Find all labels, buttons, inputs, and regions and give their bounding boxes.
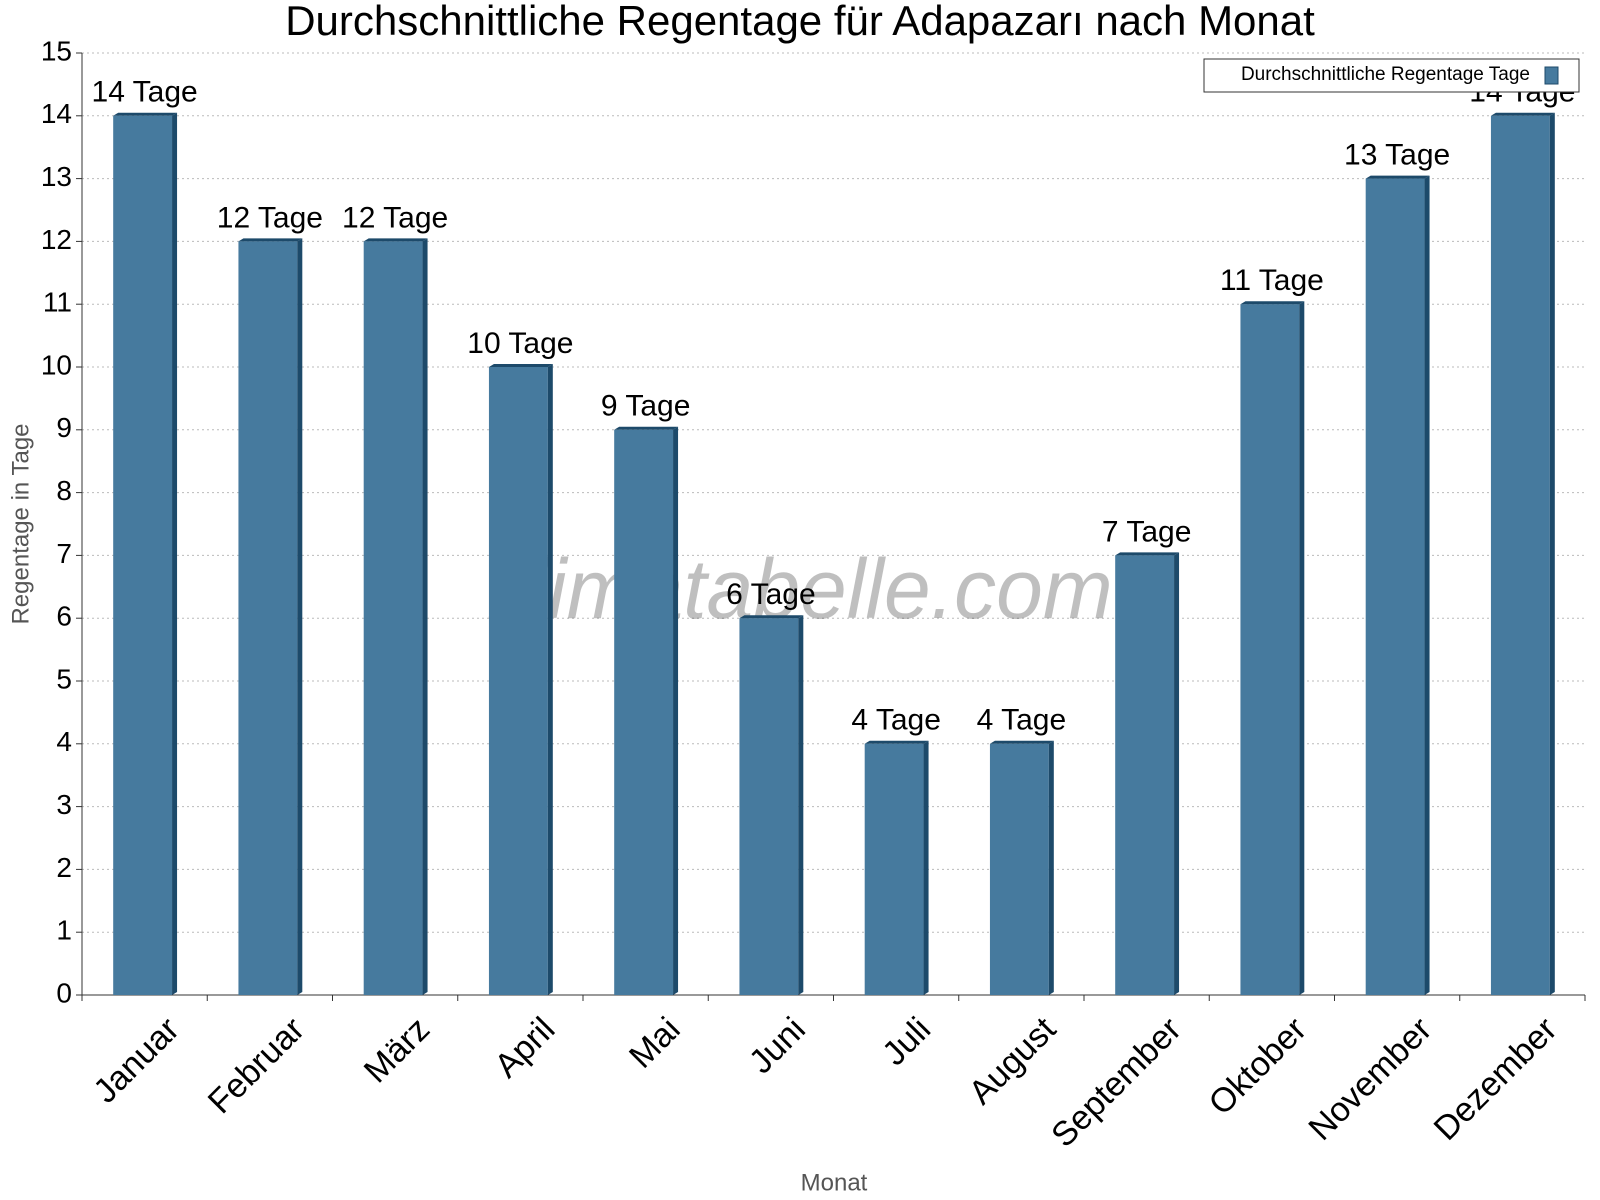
x-tick-label: Dezember — [1427, 1010, 1565, 1148]
bar-top — [864, 740, 929, 744]
value-label: 12 Tage — [217, 201, 323, 234]
bar — [1240, 304, 1300, 995]
legend-box — [1203, 58, 1580, 93]
y-tick-label: 0 — [56, 977, 72, 1008]
bar-top — [614, 426, 679, 430]
bar-side — [1174, 552, 1180, 995]
bar-top — [363, 238, 428, 242]
x-tick-label: Oktober — [1201, 1010, 1313, 1122]
chart-title: Durchschnittliche Regentage für Adapazar… — [285, 0, 1315, 44]
bar-top — [739, 615, 804, 619]
y-tick-label: 3 — [56, 789, 72, 820]
x-tick-label: September — [1044, 1010, 1188, 1154]
bar — [488, 367, 548, 995]
x-tick-label: Januar — [86, 1010, 186, 1110]
legend-label: Durchschnittliche Regentage Tage — [1241, 64, 1530, 85]
y-tick-label: 6 — [56, 601, 72, 632]
bar-top — [113, 112, 178, 116]
y-tick-label: 11 — [43, 287, 72, 318]
y-axis-title: Regentage in Tage — [7, 423, 34, 624]
bar-top — [1240, 301, 1305, 305]
y-tick-label: 10 — [41, 349, 72, 380]
bar-top — [1365, 175, 1430, 179]
y-tick-label: 1 — [56, 915, 72, 946]
bar-side — [673, 426, 679, 995]
value-label: 4 Tage — [851, 704, 941, 737]
y-tick-label: 7 — [56, 538, 72, 569]
value-label: 12 Tage — [342, 201, 448, 234]
bar — [1490, 115, 1550, 996]
bar-top — [1115, 552, 1180, 556]
y-tick-label: 14 — [41, 98, 72, 129]
value-label: 4 Tage — [977, 704, 1067, 737]
value-label: 7 Tage — [1102, 515, 1192, 548]
legend: Durchschnittliche Regentage Tage — [1203, 58, 1580, 93]
bar — [614, 429, 674, 995]
x-tick-label: Mai — [622, 1010, 688, 1076]
value-label: 11 Tage — [1220, 264, 1324, 297]
bar — [739, 618, 799, 995]
x-tick-label: November — [1301, 1010, 1439, 1148]
value-label: 14 Tage — [92, 76, 198, 109]
y-tick-label: 9 — [56, 412, 72, 443]
bar-side — [547, 364, 553, 995]
y-tick-label: 8 — [56, 475, 72, 506]
bar — [1365, 178, 1425, 996]
bar-side — [422, 238, 428, 995]
value-label: 10 Tage — [467, 327, 573, 360]
bar — [1115, 555, 1175, 995]
bar — [113, 115, 173, 996]
y-tick-label: 13 — [41, 161, 72, 192]
x-tick-label: März — [357, 1010, 437, 1090]
x-tick-label: April — [487, 1010, 562, 1085]
legend-swatch — [1544, 66, 1559, 85]
bar — [238, 241, 298, 995]
bar-side — [1424, 175, 1430, 996]
bar-side — [297, 238, 303, 995]
bar-top — [1490, 112, 1555, 116]
x-tick-label: Juni — [742, 1010, 813, 1081]
bar — [989, 743, 1049, 995]
x-tick-label: Juli — [875, 1010, 938, 1073]
bar-top — [989, 740, 1054, 744]
value-label: 9 Tage — [601, 390, 691, 423]
bar-side — [172, 112, 178, 996]
x-axis-title: Monat — [801, 1169, 868, 1196]
y-tick-label: 4 — [56, 726, 72, 757]
x-tick-label: August — [962, 1010, 1064, 1112]
bar-side — [923, 740, 929, 995]
y-tick-label: 15 — [41, 35, 72, 66]
y-tick-label: 2 — [56, 852, 72, 883]
bar-side — [1549, 112, 1555, 996]
bar-top — [488, 364, 553, 367]
bar — [363, 241, 423, 995]
bar — [864, 743, 924, 995]
bar-top — [238, 238, 303, 242]
value-label: 13 Tage — [1344, 139, 1450, 172]
bar-side — [1048, 740, 1054, 995]
bar-side — [798, 615, 804, 995]
y-tick-label: 12 — [41, 224, 72, 255]
y-tick-label: 5 — [56, 663, 72, 694]
value-label: 6 Tage — [726, 578, 816, 611]
x-tick-label: Februar — [201, 1010, 312, 1121]
bar-side — [1299, 301, 1305, 995]
